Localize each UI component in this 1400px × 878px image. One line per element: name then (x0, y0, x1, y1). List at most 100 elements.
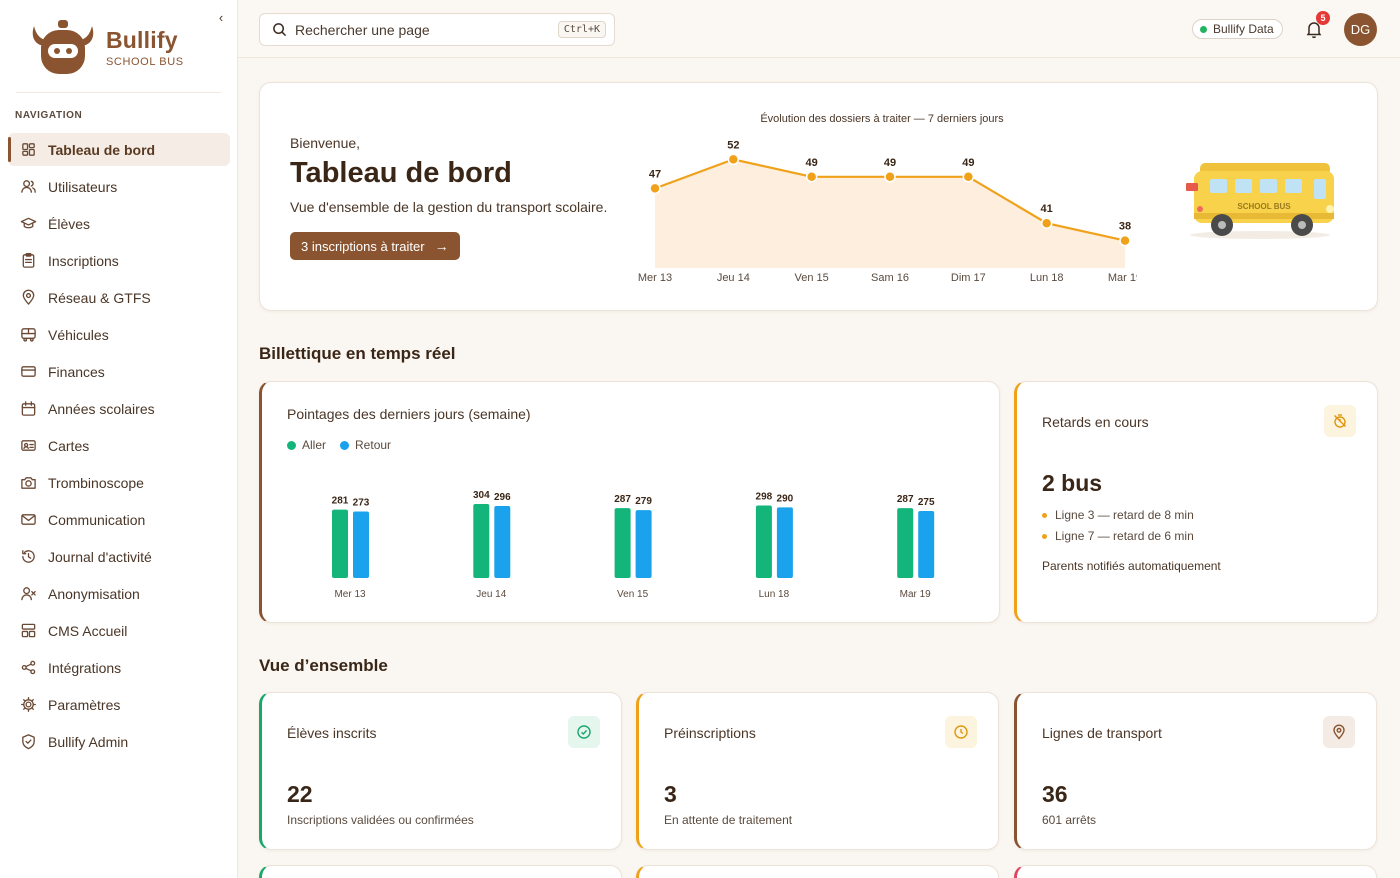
brand-logo[interactable]: Bullify SCHOOL BUS (28, 18, 184, 76)
bar-aller (473, 504, 490, 578)
welcome-card: Bienvenue, Tableau de bord Vue d'ensembl… (259, 82, 1378, 311)
overview-section-title: Vue d’ensemble (259, 656, 388, 675)
chart-data-label: 49 (806, 157, 818, 169)
sidebar-item-cms-accueil[interactable]: CMS Accueil (8, 614, 230, 647)
shield-icon (19, 733, 37, 751)
sidebar-item-bullify-admin[interactable]: Bullify Admin (8, 725, 230, 758)
sidebar-item-communication[interactable]: Communication (8, 503, 230, 536)
delay-item: Ligne 3 — retard de 8 min (1042, 508, 1194, 522)
bar-category-label: Lun 18 (759, 589, 790, 600)
notification-count-badge: 5 (1316, 11, 1330, 25)
sidebar-item-label: Réseau & GTFS (48, 289, 151, 306)
chart-x-tick-label: Mar 19 (1108, 272, 1137, 284)
share-icon (19, 659, 37, 677)
chart-x-tick-label: Jeu 14 (717, 272, 750, 284)
check-circle-icon (568, 716, 600, 748)
sidebar-item-integrations[interactable]: Intégrations (8, 651, 230, 684)
id-card-icon (19, 437, 37, 455)
status-online-dot (1200, 25, 1207, 33)
stat-card-students[interactable]: Élèves inscrits 22 Inscriptions validées… (259, 692, 622, 850)
sidebar-item-label: Bullify Admin (48, 733, 129, 750)
data-status-badge[interactable]: Bullify Data (1192, 19, 1283, 39)
chart-legend: Aller Retour (287, 438, 405, 452)
sidebar-item-journal-d-activite[interactable]: Journal d'activité (8, 540, 230, 573)
chart-x-tick-label: Ven 15 (795, 272, 829, 284)
bull-mascot-icon (32, 20, 94, 74)
page-description: Vue d'ensemble de la gestion du transpor… (290, 199, 608, 215)
sidebar-nav: Tableau de bord Utilisateurs Élèves Inscrip… (8, 133, 230, 762)
brand-name: Bullify (106, 26, 178, 53)
chart-data-label: 41 (1041, 203, 1053, 215)
sidebar-item-utilisateurs[interactable]: Utilisateurs (8, 170, 230, 203)
delays-list: Ligne 3 — retard de 8 min Ligne 7 — reta… (1042, 508, 1194, 550)
bar-retour (918, 511, 935, 578)
chart-title: Évolution des dossiers à traiter — 7 der… (760, 112, 1004, 125)
mail-icon (19, 511, 37, 529)
bar-value-label: 287 (614, 494, 631, 505)
pending-inscriptions-button[interactable]: 3 inscriptions à traiter → (290, 232, 460, 260)
stat-value: 36 (1042, 781, 1068, 807)
stat-title: Préinscriptions (664, 725, 756, 741)
sidebar-item-finances[interactable]: Finances (8, 355, 230, 388)
sidebar-item-reseau-gtfs[interactable]: Réseau & GTFS (8, 281, 230, 314)
bar-aller (897, 508, 914, 578)
delays-note: Parents notifiés automatiquement (1042, 559, 1221, 573)
sidebar-item-label: Utilisateurs (48, 178, 118, 195)
sidebar-item-anonymisation[interactable]: Anonymisation (8, 577, 230, 610)
bus-icon (19, 326, 37, 344)
stat-card-partial (636, 865, 999, 878)
chart-point (1119, 234, 1131, 247)
chart-x-tick-label: Dim 17 (951, 272, 986, 284)
stat-card-lines[interactable]: Lignes de transport 36 601 arrêts (1014, 692, 1377, 850)
sidebar-item-trombinoscope[interactable]: Trombinoscope (8, 466, 230, 499)
search-box[interactable]: Ctrl+K (259, 13, 615, 46)
bar-retour (353, 511, 369, 578)
sidebar-item-label: Trombinoscope (48, 474, 144, 491)
sidebar-item-inscriptions[interactable]: Inscriptions (8, 244, 230, 277)
stat-card-preinscriptions[interactable]: Préinscriptions 3 En attente de traiteme… (636, 692, 999, 850)
sidebar-divider (16, 92, 221, 93)
welcome-greeting: Bienvenue, (290, 135, 361, 151)
calendar-icon (19, 400, 37, 418)
chart-point (805, 171, 818, 183)
chart-data-label: 49 (962, 157, 974, 169)
collapse-sidebar-chevron-icon[interactable]: ‹ (218, 9, 224, 25)
stat-subtitle: En attente de traitement (664, 813, 793, 827)
sidebar-item-annees-scolaires[interactable]: Années scolaires (8, 392, 230, 425)
topbar: Ctrl+K Bullify Data 5 DG (238, 0, 1400, 58)
bar-value-label: 279 (635, 496, 652, 507)
sidebar-item-label: Journal d'activité (48, 548, 152, 565)
sidebar-item-label: Finances (48, 363, 105, 380)
nav-heading: NAVIGATION (15, 110, 83, 121)
bar-aller (755, 505, 772, 578)
user-avatar[interactable]: DG (1344, 13, 1377, 46)
sidebar-item-cartes[interactable]: Cartes (8, 429, 230, 462)
sidebar-item-label: Années scolaires (48, 400, 155, 417)
stat-card-partial (259, 865, 622, 878)
bell-icon[interactable] (1304, 19, 1324, 39)
delays-card: Retards en cours 2 bus Ligne 3 — retard … (1014, 381, 1378, 623)
bar-value-label: 281 (332, 496, 349, 507)
delay-item: Ligne 7 — retard de 6 min (1042, 529, 1194, 543)
history-icon (19, 548, 37, 566)
chart-point (962, 171, 975, 183)
stat-title: Élèves inscrits (287, 725, 377, 741)
bar-aller (332, 509, 348, 578)
page-title: Tableau de bord (290, 157, 512, 189)
clock-icon (945, 716, 977, 748)
sidebar-item-label: Véhicules (48, 326, 109, 343)
credit-card-icon (19, 363, 37, 381)
stat-card-partial (1014, 865, 1377, 878)
chart-point (727, 153, 740, 166)
sidebar-item-vehicules[interactable]: Véhicules (8, 318, 230, 351)
arrow-right-icon: → (434, 238, 449, 254)
dossiers-trend-chart: Évolution des dossiers à traiter — 7 der… (638, 112, 1137, 284)
delays-value: 2 bus (1042, 470, 1103, 496)
sidebar-item-parametres[interactable]: Paramètres (8, 688, 230, 721)
sidebar-item-eleves[interactable]: Élèves (8, 207, 230, 240)
bar-category-label: Ven 15 (617, 589, 649, 600)
search-input[interactable] (295, 21, 545, 38)
brand-tagline: SCHOOL BUS (106, 55, 184, 68)
sidebar-item-tableau-de-bord[interactable]: Tableau de bord (8, 133, 230, 166)
bar-category-label: Mar 19 (900, 589, 932, 600)
